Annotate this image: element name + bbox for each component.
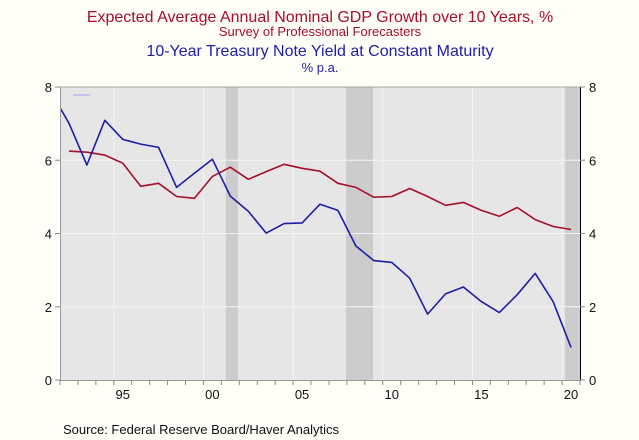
y-tick-label-right: 4 <box>589 227 596 242</box>
y-tick-label-left: 6 <box>45 153 52 168</box>
series-line-treasury-yield <box>60 106 572 348</box>
chart-subtitle-blue: % p.a. <box>302 60 339 75</box>
x-tick-label: 00 <box>205 387 219 402</box>
x-tick-label: 20 <box>564 387 578 402</box>
chart-subtitle-red: Survey of Professional Forecasters <box>219 24 422 39</box>
y-ticks: 0 0 2 2 4 4 6 6 8 8 <box>45 80 596 388</box>
y-tick-label-right: 6 <box>589 153 596 168</box>
source-note: Source: Federal Reserve Board/Haver Anal… <box>63 422 340 437</box>
y-tick-label-right: 8 <box>589 80 596 95</box>
y-tick-label-right: 0 <box>589 373 596 388</box>
y-tick-label-left: 0 <box>45 373 52 388</box>
gridlines <box>60 87 580 380</box>
y-tick-label-left: 4 <box>45 227 52 242</box>
y-tick-label-left: 8 <box>45 80 52 95</box>
y-tick-label-right: 2 <box>589 300 596 315</box>
x-tick-label: 10 <box>384 387 398 402</box>
chart-title-blue: 10-Year Treasury Note Yield at Constant … <box>146 43 493 60</box>
x-tick-label: 95 <box>116 387 130 402</box>
y-tick-label-left: 2 <box>45 300 52 315</box>
x-tick-label: 15 <box>474 387 488 402</box>
chart-title: Expected Average Annual Nominal GDP Grow… <box>87 9 553 26</box>
x-ticks: 95 00 05 10 15 20 <box>59 380 581 402</box>
series-group <box>60 106 572 348</box>
series-line-gdp-growth <box>68 150 572 231</box>
x-tick-label: 05 <box>295 387 309 402</box>
